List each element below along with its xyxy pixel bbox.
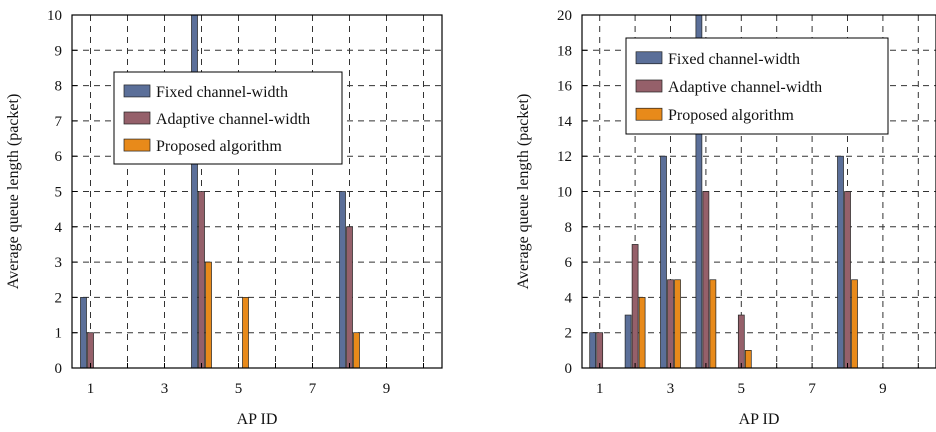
x-tick-label: 9	[383, 381, 391, 397]
bar	[674, 279, 681, 369]
y-tick-label: 6	[55, 149, 63, 165]
legend-swatch	[123, 138, 151, 152]
x-tick-label: 7	[808, 381, 816, 397]
series-3	[205, 261, 360, 369]
bar	[242, 297, 249, 369]
series-3	[638, 279, 858, 369]
legend-label: Proposed algorithm	[668, 107, 794, 124]
bar	[737, 314, 745, 369]
y-tick-label: 20	[557, 8, 572, 24]
y-tick-label: 2	[55, 290, 63, 306]
bar	[353, 332, 360, 369]
bar	[198, 191, 205, 369]
bar	[631, 244, 639, 369]
y-tick-label: 0	[55, 361, 63, 377]
x-tick-label: 1	[87, 381, 95, 397]
legend: Fixed channel-width Adaptive channel-widt…	[625, 37, 889, 135]
y-tick-label: 8	[55, 79, 63, 95]
x-axis-label: AP ID	[739, 411, 780, 428]
bar	[709, 279, 717, 369]
x-tick-label: 5	[738, 381, 746, 397]
bar	[589, 332, 597, 369]
bar	[660, 155, 667, 369]
legend-label: Adaptive channel-width	[668, 79, 822, 96]
bar	[346, 226, 353, 369]
y-tick-label: 4	[565, 290, 573, 306]
x-tick-label: 3	[667, 381, 675, 397]
legend-label: Adaptive channel-width	[156, 111, 310, 128]
legend-label: Fixed channel-width	[668, 51, 800, 68]
bar	[596, 332, 604, 369]
grid	[72, 15, 442, 368]
bar	[844, 191, 851, 369]
bar	[87, 332, 94, 369]
legend-swatch	[635, 51, 663, 65]
bar	[744, 350, 752, 369]
legend: Fixed channel-width Adaptive channel-widt…	[113, 71, 343, 165]
legend-swatch	[635, 107, 663, 121]
legend-swatch	[635, 79, 663, 93]
y-tick-label: 14	[557, 114, 573, 130]
y-axis-label: Average queue length (packet)	[5, 94, 22, 290]
y-tick-label: 6	[565, 255, 573, 271]
bar	[191, 14, 198, 369]
bar	[702, 191, 710, 369]
y-axis-label: Average queue length (packet)	[515, 94, 532, 290]
chart-1: 0 1 2 3 4 5 6 7 8 9 10 1 3 5 7 9 AP ID Average queue leng…	[5, 8, 443, 428]
y-tick-label: 7	[55, 114, 63, 130]
legend-box	[113, 71, 343, 165]
legend-swatch	[123, 111, 151, 125]
legend-label: Proposed algorithm	[156, 138, 282, 155]
y-tick-label: 2	[565, 326, 573, 342]
x-tick-label: 7	[309, 381, 317, 397]
y-tick-label: 5	[55, 185, 63, 201]
bar	[837, 155, 844, 369]
bar	[339, 191, 346, 369]
bar	[205, 261, 212, 369]
y-tick-label: 0	[565, 361, 573, 377]
bar	[667, 279, 674, 369]
y-tick-label: 10	[557, 185, 572, 201]
bar	[638, 297, 646, 369]
bar	[851, 279, 858, 369]
bar	[80, 297, 87, 369]
x-axis-label: AP ID	[237, 411, 278, 428]
x-tick-label: 1	[596, 381, 604, 397]
y-tick-label: 9	[55, 43, 63, 59]
y-tick-label: 12	[557, 149, 572, 165]
chart-2: 0 2 4 6 8 10 12 14 16 18 20 1 3 5 7 9 AP ID Average queue…	[515, 8, 936, 428]
y-tick-label: 3	[55, 255, 63, 271]
bar	[624, 314, 632, 369]
y-tick-label: 16	[557, 79, 573, 95]
x-tick-label: 3	[161, 381, 169, 397]
y-tick-label: 4	[55, 220, 63, 236]
x-tick-label: 5	[235, 381, 243, 397]
y-tick-label: 1	[55, 326, 63, 342]
legend-swatch	[123, 84, 151, 98]
y-tick-label: 10	[47, 8, 62, 24]
y-tick-label: 8	[565, 220, 573, 236]
x-tick-label: 9	[879, 381, 887, 397]
legend-box	[625, 37, 889, 135]
y-tick-label: 18	[557, 43, 572, 59]
legend-label: Fixed channel-width	[156, 84, 288, 101]
